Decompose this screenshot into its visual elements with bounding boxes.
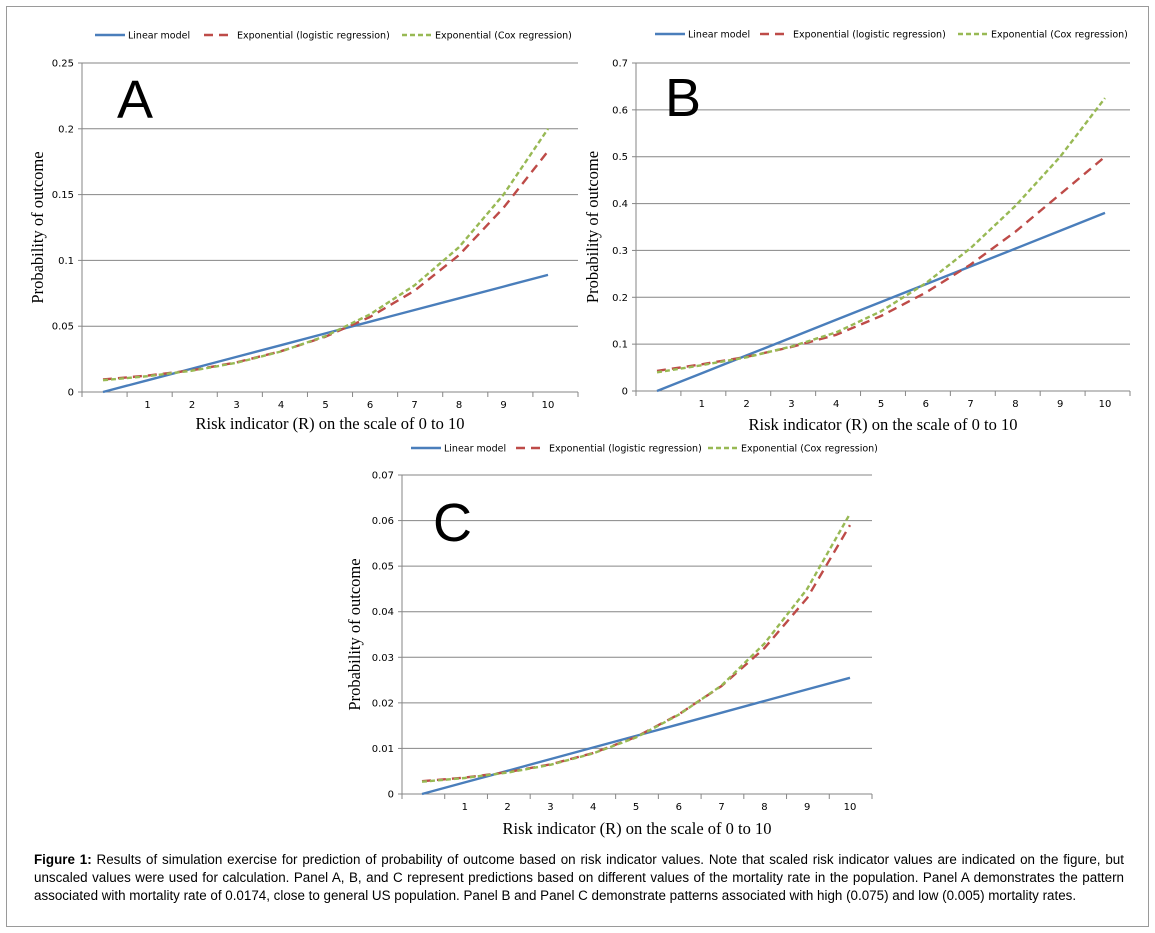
x-tick-label: 1 <box>144 400 150 411</box>
y-tick-label: 0.2 <box>58 124 74 135</box>
y-tick-label: 0.05 <box>372 562 394 573</box>
y-tick-label: 0.07 <box>372 471 394 482</box>
x-tick-label: 2 <box>504 802 510 813</box>
y-tick-label: 0.2 <box>612 293 628 304</box>
x-tick-label: 7 <box>967 399 973 410</box>
y-tick-label: 0.4 <box>612 199 628 210</box>
x-tick-label: 5 <box>878 399 884 410</box>
x-tick-label: 9 <box>804 802 810 813</box>
x-axis-title: Risk indicator (R) on the scale of 0 to … <box>749 415 1018 434</box>
series-line-logistic <box>421 524 852 783</box>
y-tick-label: 0.6 <box>612 105 628 116</box>
legend-label-linear: Linear model <box>128 31 190 42</box>
x-tick-label: 2 <box>189 400 195 411</box>
figure-caption: Figure 1: Results of simulation exercise… <box>34 851 1124 905</box>
y-tick-label: 0.15 <box>52 190 74 201</box>
series-line-linear <box>656 211 1106 393</box>
x-tick-label: 6 <box>676 802 682 813</box>
y-tick-label: 0.03 <box>372 653 394 664</box>
caption-text: Results of simulation exercise for predi… <box>34 852 1124 903</box>
y-tick-label: 0 <box>68 388 74 399</box>
y-tick-label: 0.3 <box>612 246 628 257</box>
legend-label-logistic: Exponential (logistic regression) <box>549 444 702 455</box>
x-tick-label: 5 <box>633 802 639 813</box>
y-tick-label: 0.7 <box>612 59 628 70</box>
series-line-cox <box>421 513 852 783</box>
y-tick-label: 0.1 <box>612 340 628 351</box>
x-tick-label: 3 <box>233 400 239 411</box>
series-line-logistic <box>102 150 549 381</box>
x-tick-label: 4 <box>590 802 596 813</box>
y-tick-label: 0 <box>622 387 628 398</box>
y-tick-label: 0.25 <box>52 59 74 70</box>
x-tick-label: 6 <box>923 399 929 410</box>
legend-label-cox: Exponential (Cox regression) <box>741 444 878 455</box>
legend-label-logistic: Exponential (logistic regression) <box>237 31 390 42</box>
legend-label-linear: Linear model <box>444 444 506 455</box>
y-tick-label: 0.01 <box>372 744 394 755</box>
x-tick-label: 4 <box>833 399 839 410</box>
x-tick-label: 1 <box>462 802 468 813</box>
x-tick-label: 10 <box>844 802 857 813</box>
y-tick-label: 0.04 <box>372 607 394 618</box>
x-tick-label: 9 <box>1057 399 1063 410</box>
y-tick-label: 0.5 <box>612 152 628 163</box>
y-tick-label: 0.05 <box>52 322 74 333</box>
x-tick-label: 5 <box>322 400 328 411</box>
legend-label-logistic: Exponential (logistic regression) <box>793 30 946 41</box>
series-line-logistic <box>656 155 1106 373</box>
x-tick-label: 7 <box>718 802 724 813</box>
x-tick-label: 6 <box>367 400 373 411</box>
x-tick-label: 3 <box>547 802 553 813</box>
y-axis-title: Probability of outcome <box>583 151 602 303</box>
figure-frame <box>6 6 1149 927</box>
y-tick-label: 0 <box>388 790 394 801</box>
x-tick-label: 7 <box>411 400 417 411</box>
y-tick-label: 0.1 <box>58 256 74 267</box>
x-tick-label: 8 <box>456 400 462 411</box>
legend-label-cox: Exponential (Cox regression) <box>435 31 572 42</box>
legend-label-linear: Linear model <box>688 30 750 41</box>
chart-panel-a: 0 0.05 0.1 0.15 0.2 0.25 1 2 3 4 5 6 7 8 9 10 Linear mod… <box>28 31 579 433</box>
x-tick-label: 10 <box>1099 399 1112 410</box>
y-axis-title: Probability of outcome <box>28 151 47 303</box>
y-tick-label: 0.06 <box>372 516 394 527</box>
series-line-cox <box>102 128 549 382</box>
chart-panel-c: 0 0.01 0.02 0.03 0.04 0.05 0.06 0.07 1 2 3 4 5 6 7 8 9 10… <box>345 444 878 839</box>
panel-letter: A <box>117 70 153 130</box>
chart-panel-b: 0 0.1 0.2 0.3 0.4 0.5 0.6 0.7 1 2 3 4 5 6 7 8 9 10 Linear … <box>583 30 1131 434</box>
x-tick-label: 4 <box>278 400 284 411</box>
y-tick-label: 0.02 <box>372 698 394 709</box>
x-tick-label: 8 <box>1012 399 1018 410</box>
y-axis-title: Probability of outcome <box>345 558 364 710</box>
series-line-cox <box>656 97 1106 374</box>
panel-letter: B <box>665 68 701 128</box>
x-tick-label: 2 <box>743 399 749 410</box>
x-tick-label: 10 <box>542 400 555 411</box>
x-tick-label: 9 <box>500 400 506 411</box>
panel-letter: C <box>433 493 472 553</box>
x-tick-label: 8 <box>761 802 767 813</box>
legend-label-cox: Exponential (Cox regression) <box>991 30 1128 41</box>
x-tick-label: 1 <box>699 399 705 410</box>
caption-label: Figure 1: <box>34 852 92 867</box>
x-axis-title: Risk indicator (R) on the scale of 0 to … <box>503 819 772 838</box>
series-line-linear <box>421 676 851 796</box>
x-tick-label: 3 <box>788 399 794 410</box>
x-axis-title: Risk indicator (R) on the scale of 0 to … <box>196 414 465 433</box>
